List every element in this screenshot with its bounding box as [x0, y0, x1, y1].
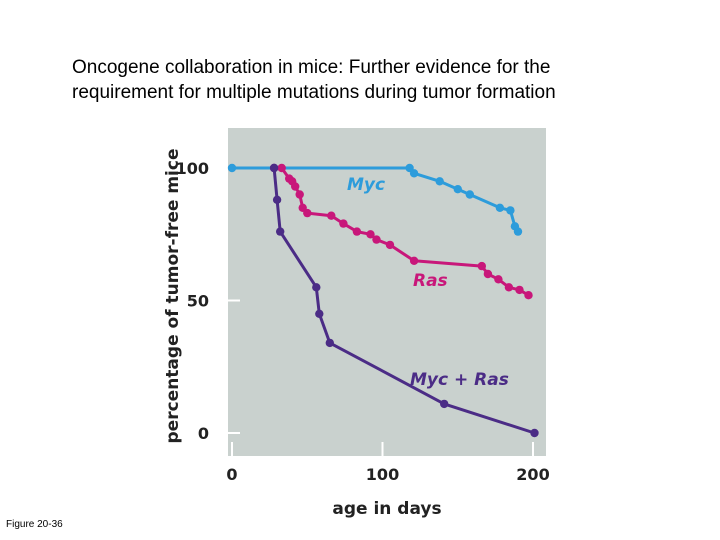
- data-point: [524, 291, 533, 300]
- data-point: [495, 203, 505, 212]
- data-point: [303, 208, 312, 218]
- series-lines: Myc Ras Myc + Ras: [227, 163, 539, 438]
- data-point: [352, 227, 362, 236]
- data-point: [453, 185, 462, 194]
- data-point: [295, 190, 304, 199]
- data-point: [409, 256, 419, 265]
- slide-title-line-1: Oncogene collaboration in mice: Further …: [72, 57, 551, 78]
- series-label: Ras: [413, 271, 448, 291]
- data-point: [315, 309, 324, 318]
- data-point: [409, 169, 419, 178]
- data-point: [327, 211, 336, 220]
- data-point: [277, 163, 286, 173]
- slide-title-line-2: requirement for multiple mutations durin…: [72, 82, 556, 103]
- data-point: [227, 163, 237, 173]
- data-point: [440, 399, 449, 409]
- data-point: [465, 190, 474, 199]
- series-label: Myc + Ras: [410, 370, 509, 390]
- data-point: [494, 275, 503, 284]
- y-axis-title: percentage of tumor-free mice: [163, 149, 183, 444]
- data-point: [276, 227, 285, 236]
- data-point: [506, 206, 515, 215]
- series-ras: Ras: [269, 163, 533, 300]
- data-point: [372, 235, 381, 244]
- data-point: [530, 428, 539, 438]
- data-point: [435, 177, 444, 186]
- figure-caption: Figure 20-36: [6, 519, 63, 530]
- x-tick-label: 100: [366, 465, 399, 484]
- data-point: [339, 219, 348, 228]
- data-point: [477, 261, 486, 271]
- data-point: [504, 283, 514, 292]
- data-point: [312, 283, 321, 292]
- plot-background: [228, 128, 546, 456]
- data-point: [366, 230, 375, 239]
- data-point: [269, 163, 279, 173]
- y-tick-label: 0: [198, 424, 209, 443]
- data-point: [291, 182, 300, 191]
- data-point: [515, 285, 524, 295]
- x-tick-label: 0: [226, 465, 237, 484]
- data-point: [513, 227, 523, 236]
- x-tick-label: 200: [516, 465, 549, 484]
- y-tick-label: 100: [176, 159, 209, 178]
- y-tick-label: 50: [187, 292, 209, 311]
- series-myc-ras: Myc + Ras: [269, 163, 539, 438]
- data-point: [325, 338, 334, 348]
- slide-title: Oncogene collaboration in mice: Further …: [72, 55, 672, 105]
- series-line: [272, 167, 535, 435]
- data-point: [483, 269, 493, 279]
- data-point: [272, 195, 282, 204]
- x-axis-title: age in days: [332, 499, 441, 519]
- data-point: [385, 240, 395, 250]
- series-label: Myc: [347, 175, 385, 195]
